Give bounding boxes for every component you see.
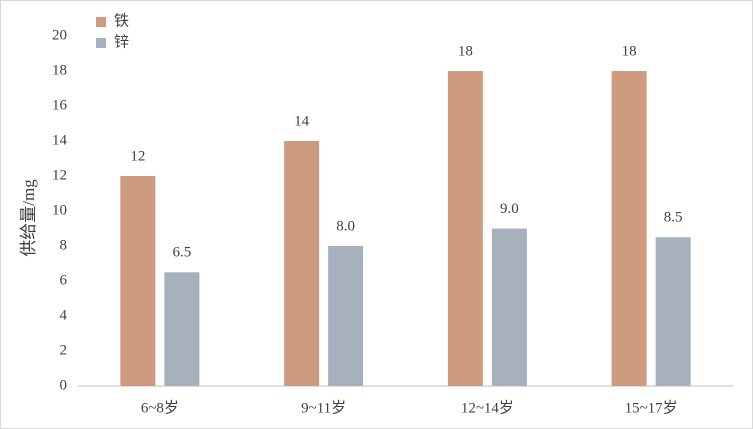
value-label: 12 — [130, 148, 145, 164]
legend-label: 铁 — [114, 12, 129, 29]
x-tick-label: 15~17岁 — [625, 399, 678, 416]
y-tick-label: 0 — [60, 377, 68, 393]
y-tick-label: 6 — [60, 272, 68, 288]
x-tick-label: 12~14岁 — [461, 399, 514, 416]
bar — [328, 246, 364, 386]
value-label: 9.0 — [500, 201, 519, 217]
bar — [491, 228, 527, 386]
y-tick-label: 10 — [52, 202, 67, 218]
y-tick-label: 4 — [60, 307, 68, 323]
bar — [447, 71, 483, 386]
x-tick-label: 6~8岁 — [141, 399, 179, 416]
bar — [120, 176, 156, 386]
value-label: 18 — [622, 43, 637, 59]
value-label: 8.5 — [664, 210, 683, 226]
bar — [655, 237, 691, 386]
y-tick-label: 14 — [52, 132, 68, 148]
value-label: 6.5 — [173, 245, 192, 261]
legend-swatch — [96, 38, 106, 48]
legend-label: 锌 — [114, 33, 129, 50]
bar — [164, 272, 200, 386]
value-label: 8.0 — [336, 218, 355, 234]
y-tick-label: 2 — [60, 342, 68, 358]
y-tick-label: 12 — [52, 167, 67, 183]
bar — [284, 141, 320, 386]
y-tick-label: 18 — [52, 62, 67, 78]
bar — [611, 71, 647, 386]
x-tick-label: 9~11岁 — [301, 399, 346, 416]
value-label: 18 — [458, 43, 473, 59]
y-tick-label: 20 — [52, 27, 67, 43]
legend-swatch — [96, 17, 106, 27]
y-tick-label: 8 — [60, 237, 68, 253]
y-tick-label: 16 — [52, 97, 68, 113]
y-axis-title: 供给量/mg — [19, 179, 38, 257]
value-label: 14 — [294, 113, 310, 129]
